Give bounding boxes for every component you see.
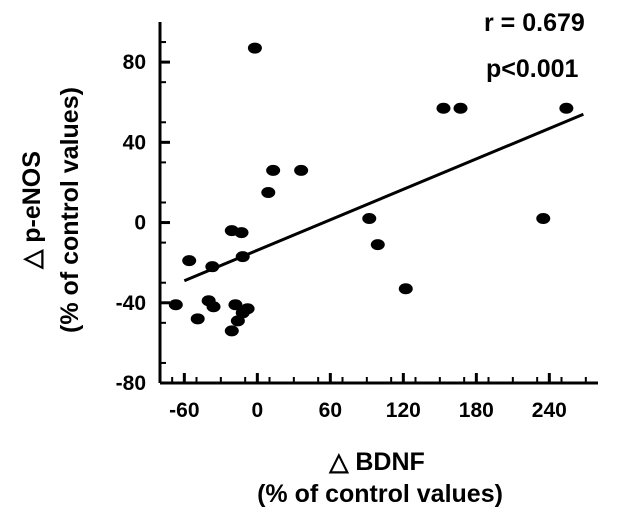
y-tick-label: -80	[116, 372, 146, 395]
correlation-annotation: r = 0.679	[484, 9, 585, 37]
data-point	[362, 213, 377, 225]
data-point	[247, 42, 262, 54]
p-value-annotation: p<0.001	[486, 55, 579, 83]
data-point	[436, 102, 451, 114]
x-ticks: -60 0 60 120 180 240	[169, 373, 587, 422]
data-point	[205, 261, 220, 273]
data-point	[536, 213, 551, 225]
data-point	[206, 301, 221, 313]
data-point	[453, 102, 468, 114]
y-tick-label: 0	[134, 212, 146, 235]
y-ticks: 80 40 0 -40 -80	[116, 41, 170, 395]
y-tick-label: -40	[116, 292, 146, 315]
data-points	[168, 42, 574, 337]
x-tick-label: 60	[319, 399, 342, 422]
regression-line	[183, 112, 584, 283]
x-tick-label: 180	[459, 399, 494, 422]
x-tick-label: 0	[251, 399, 263, 422]
data-point	[266, 164, 281, 176]
data-point	[230, 315, 245, 327]
data-point	[168, 299, 183, 311]
x-tick-label: 240	[532, 399, 567, 422]
data-point	[190, 313, 205, 325]
data-point	[235, 251, 250, 263]
x-axis-title: △ BDNF	[328, 448, 425, 476]
x-tick-label: 120	[386, 399, 421, 422]
data-point	[261, 186, 276, 198]
x-axis-subtitle: (% of control values)	[257, 480, 503, 508]
data-point	[224, 325, 239, 337]
data-point	[228, 299, 243, 311]
y-tick-label: 40	[123, 131, 146, 154]
y-tick-label: 80	[123, 51, 146, 74]
data-point	[398, 283, 413, 295]
data-point	[370, 239, 385, 251]
y-axis-subtitle: (% of control values)	[56, 87, 84, 333]
data-point	[294, 164, 309, 176]
x-tick-label: -60	[169, 399, 199, 422]
data-point	[559, 102, 574, 114]
data-point	[234, 227, 249, 239]
y-axis-title: △ p-eNOS	[18, 151, 46, 270]
data-point	[182, 255, 197, 267]
